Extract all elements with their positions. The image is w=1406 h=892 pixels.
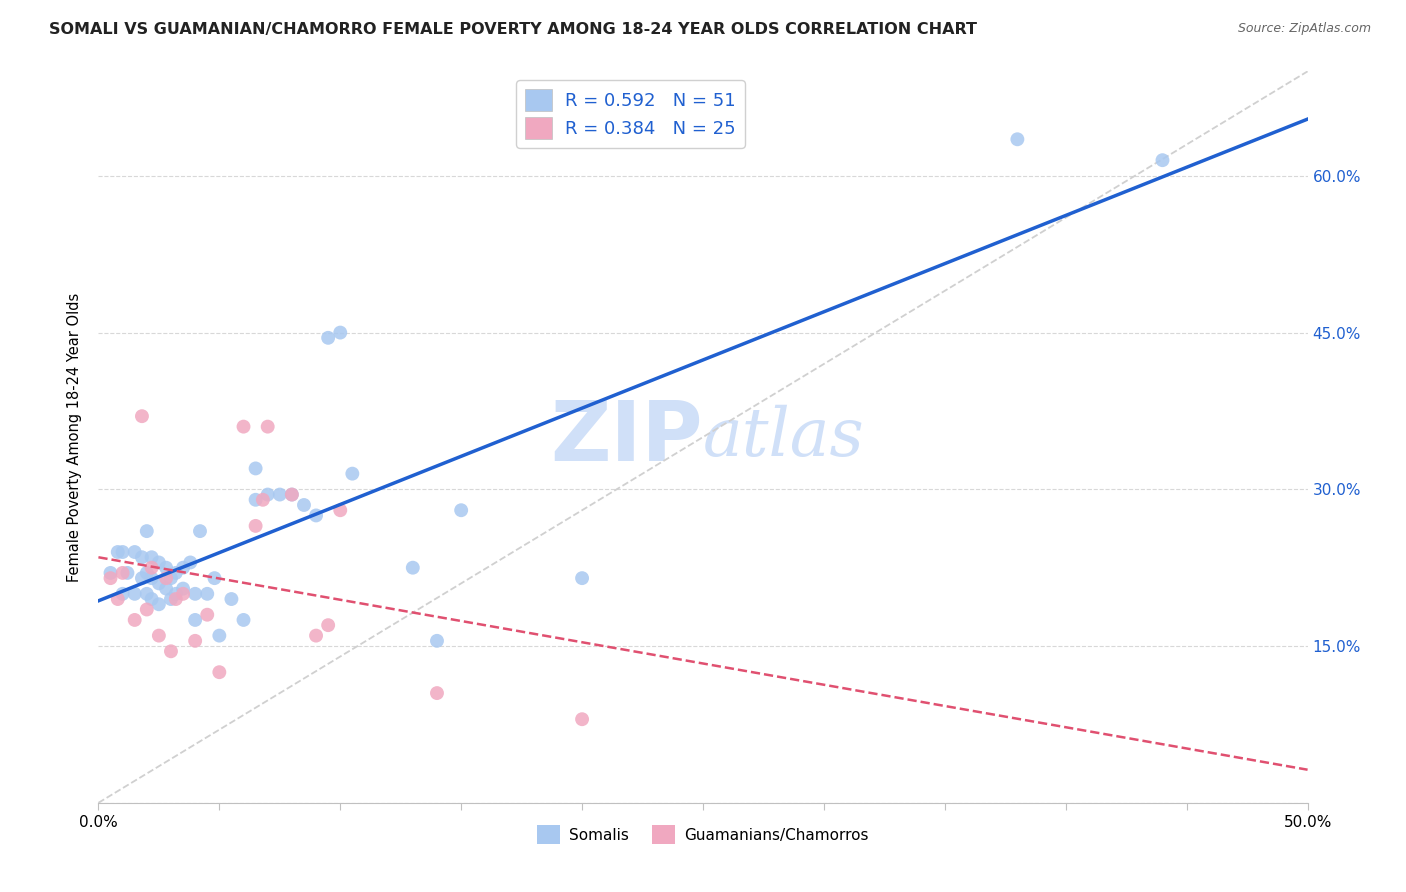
Point	[131, 409, 153, 424]
Point	[172, 587, 194, 601]
Point	[160, 644, 183, 658]
Point	[450, 503, 472, 517]
Point	[208, 665, 231, 680]
Point	[141, 592, 163, 607]
Point	[135, 524, 157, 538]
Point	[148, 629, 170, 643]
Point	[141, 571, 163, 585]
Point	[107, 592, 129, 607]
Point	[184, 633, 207, 648]
Point	[107, 545, 129, 559]
Point	[160, 592, 183, 607]
Point	[155, 582, 177, 596]
Point	[184, 613, 207, 627]
Text: ZIP: ZIP	[551, 397, 703, 477]
Text: Source: ZipAtlas.com: Source: ZipAtlas.com	[1237, 22, 1371, 36]
Point	[100, 571, 122, 585]
Point	[155, 560, 177, 574]
Point	[281, 487, 304, 501]
Y-axis label: Female Poverty Among 18-24 Year Olds: Female Poverty Among 18-24 Year Olds	[67, 293, 83, 582]
Point	[342, 467, 364, 481]
Point	[256, 487, 278, 501]
Point	[1007, 132, 1029, 146]
Point	[281, 487, 304, 501]
Point	[305, 508, 328, 523]
Point	[141, 560, 163, 574]
Point	[232, 419, 254, 434]
Point	[165, 587, 187, 601]
Point	[269, 487, 291, 501]
Text: SOMALI VS GUAMANIAN/CHAMORRO FEMALE POVERTY AMONG 18-24 YEAR OLDS CORRELATION CH: SOMALI VS GUAMANIAN/CHAMORRO FEMALE POVE…	[49, 22, 977, 37]
Point	[184, 587, 207, 601]
Point	[252, 492, 274, 507]
Point	[245, 492, 267, 507]
Point	[179, 556, 201, 570]
Point	[148, 576, 170, 591]
Point	[111, 587, 134, 601]
Point	[135, 587, 157, 601]
Point	[131, 550, 153, 565]
Point	[426, 686, 449, 700]
Point	[1152, 153, 1174, 168]
Legend: Somalis, Guamanians/Chamorros: Somalis, Guamanians/Chamorros	[531, 819, 875, 850]
Point	[316, 331, 339, 345]
Point	[165, 566, 187, 580]
Point	[571, 712, 593, 726]
Point	[188, 524, 211, 538]
Point	[245, 519, 267, 533]
Point	[117, 566, 139, 580]
Point	[165, 592, 187, 607]
Point	[208, 629, 231, 643]
Point	[172, 582, 194, 596]
Point	[172, 560, 194, 574]
Point	[256, 419, 278, 434]
Point	[426, 633, 449, 648]
Point	[160, 571, 183, 585]
Point	[571, 571, 593, 585]
Point	[305, 629, 328, 643]
Point	[155, 571, 177, 585]
Point	[111, 545, 134, 559]
Point	[221, 592, 243, 607]
Point	[100, 566, 122, 580]
Point	[204, 571, 226, 585]
Point	[131, 571, 153, 585]
Point	[135, 566, 157, 580]
Point	[135, 602, 157, 616]
Point	[329, 326, 352, 340]
Point	[329, 503, 352, 517]
Point	[195, 587, 218, 601]
Point	[402, 560, 425, 574]
Point	[124, 613, 146, 627]
Point	[141, 550, 163, 565]
Point	[148, 597, 170, 611]
Point	[148, 556, 170, 570]
Point	[124, 587, 146, 601]
Point	[111, 566, 134, 580]
Point	[124, 545, 146, 559]
Point	[245, 461, 267, 475]
Point	[195, 607, 218, 622]
Text: atlas: atlas	[703, 404, 865, 470]
Point	[292, 498, 315, 512]
Point	[316, 618, 339, 632]
Point	[232, 613, 254, 627]
